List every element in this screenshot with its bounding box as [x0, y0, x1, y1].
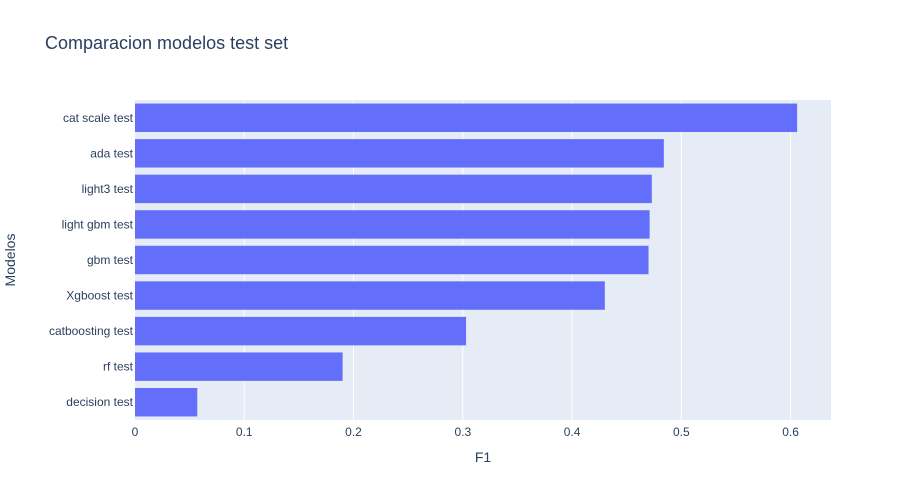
x-tick-labels: 0 0.1 0.2 0.3 0.4 0.5 0.6	[132, 425, 800, 439]
bar[interactable]	[135, 388, 198, 417]
x-tick-label: 0.5	[673, 425, 690, 439]
y-tick-label: gbm test	[87, 253, 134, 267]
y-tick-label: ada test	[90, 146, 133, 160]
x-tick-label: 0	[132, 425, 139, 439]
bar[interactable]	[135, 245, 649, 275]
y-tick-label: cat scale test	[63, 111, 134, 125]
x-tick-label: 0.4	[564, 425, 581, 439]
bars	[135, 103, 798, 417]
bar[interactable]	[135, 316, 467, 346]
y-tick-label: light3 test	[82, 182, 134, 196]
y-tick-label: decision test	[66, 395, 133, 409]
x-axis-title: F1	[475, 449, 492, 465]
bar[interactable]	[135, 103, 798, 132]
x-tick-label: 0.6	[782, 425, 799, 439]
y-tick-labels: cat scale test ada test light3 test light g…	[49, 111, 134, 409]
x-tick-label: 0.2	[345, 425, 362, 439]
bar[interactable]	[135, 139, 664, 168]
y-tick-label: catboosting test	[49, 324, 134, 338]
y-tick-label: Xgboost test	[66, 289, 133, 303]
y-tick-label: light gbm test	[62, 217, 134, 231]
bar[interactable]	[135, 352, 343, 381]
bar[interactable]	[135, 210, 650, 239]
x-tick-label: 0.1	[236, 425, 253, 439]
y-tick-label: rf test	[103, 360, 134, 374]
bar[interactable]	[135, 174, 652, 204]
chart-title: Comparacion modelos test set	[45, 33, 289, 53]
x-tick-label: 0.3	[454, 425, 471, 439]
y-axis-title: Modelos	[2, 234, 18, 287]
bar[interactable]	[135, 281, 605, 310]
